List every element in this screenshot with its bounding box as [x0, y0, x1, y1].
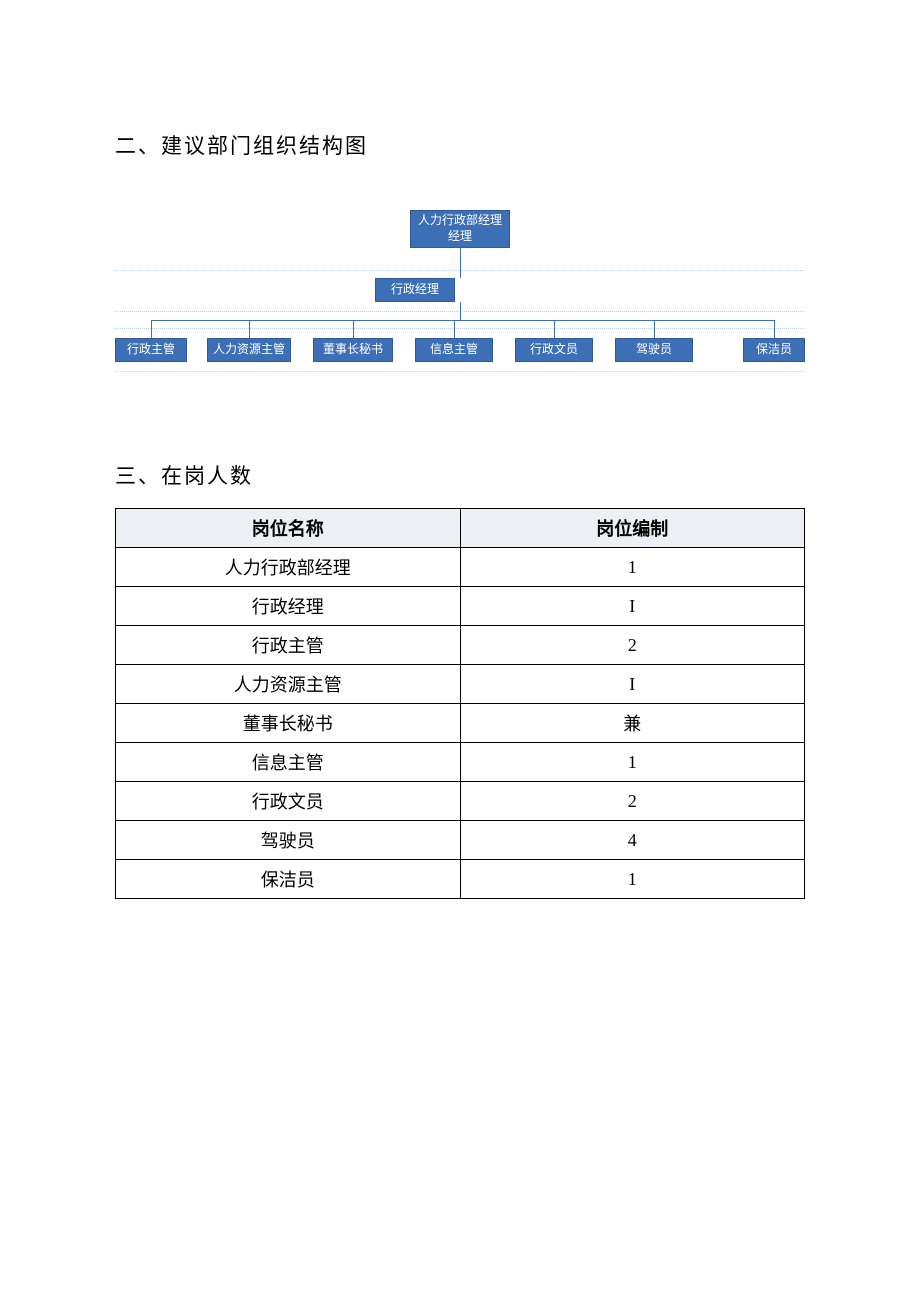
- table-row: 驾驶员4: [116, 821, 805, 860]
- org-chart: 人力行政部经理经理行政经理行政主管人力资源主管董事长秘书信息主管行政文员驾驶员 保…: [115, 210, 805, 400]
- cell-count: 1: [460, 860, 805, 899]
- cell-count: 1: [460, 548, 805, 587]
- col-header-count: 岗位编制: [460, 509, 805, 548]
- org-node-c2: 人力资源主管: [207, 338, 291, 362]
- org-connector: [460, 302, 461, 320]
- cell-position: 保洁员: [116, 860, 461, 899]
- cell-position: 行政经理: [116, 587, 461, 626]
- org-node-mid: 行政经理: [375, 278, 455, 302]
- org-node-c5: 行政文员: [515, 338, 593, 362]
- org-node-c6: 驾驶员: [615, 338, 693, 362]
- section-heading-org: 二、建议部门组织结构图: [115, 130, 805, 160]
- cell-count: I: [460, 665, 805, 704]
- table-row: 人力资源主管I: [116, 665, 805, 704]
- org-node-root: 人力行政部经理经理: [410, 210, 510, 248]
- org-connector: [460, 248, 461, 278]
- cell-position: 人力资源主管: [116, 665, 461, 704]
- page: 二、建议部门组织结构图 人力行政部经理经理行政经理行政主管人力资源主管董事长秘书…: [0, 0, 920, 959]
- cell-count: 2: [460, 626, 805, 665]
- org-connector: [151, 320, 774, 321]
- table-row: 保洁员1: [116, 860, 805, 899]
- table-row: 行政文员2: [116, 782, 805, 821]
- cell-position: 人力行政部经理: [116, 548, 461, 587]
- table-row: 行政主管2: [116, 626, 805, 665]
- org-connector: [249, 320, 250, 338]
- cell-count: 兼: [460, 704, 805, 743]
- org-connector: [353, 320, 354, 338]
- table-header-row: 岗位名称 岗位编制: [116, 509, 805, 548]
- org-node-c4: 信息主管: [415, 338, 493, 362]
- table-row: 董事长秘书兼: [116, 704, 805, 743]
- section-heading-staff: 三、在岗人数: [115, 460, 805, 490]
- org-connector: [554, 320, 555, 338]
- cell-position: 董事长秘书: [116, 704, 461, 743]
- cell-position: 行政主管: [116, 626, 461, 665]
- cell-position: 驾驶员: [116, 821, 461, 860]
- table-row: 信息主管1: [116, 743, 805, 782]
- org-connector: [774, 320, 775, 338]
- table-row: 人力行政部经理1: [116, 548, 805, 587]
- org-node-c1: 行政主管: [115, 338, 187, 362]
- col-header-position: 岗位名称: [116, 509, 461, 548]
- org-connector: [654, 320, 655, 338]
- cell-count: 2: [460, 782, 805, 821]
- cell-position: 信息主管: [116, 743, 461, 782]
- cell-count: 4: [460, 821, 805, 860]
- org-node-c7: 保洁员: [743, 338, 805, 362]
- org-connector: [151, 320, 152, 338]
- table-row: 行政经理I: [116, 587, 805, 626]
- cell-count: 1: [460, 743, 805, 782]
- cell-count: I: [460, 587, 805, 626]
- cell-position: 行政文员: [116, 782, 461, 821]
- org-node-c3: 董事长秘书: [313, 338, 393, 362]
- staff-table: 岗位名称 岗位编制 人力行政部经理1行政经理I行政主管2人力资源主管I董事长秘书…: [115, 508, 805, 899]
- org-connector: [454, 320, 455, 338]
